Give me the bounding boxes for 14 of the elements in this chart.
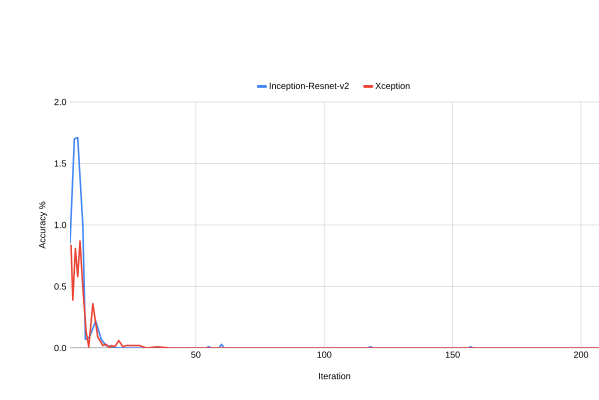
y-tick-label: 1.5: [54, 160, 66, 167]
y-tick-label: 0.5: [54, 283, 66, 290]
x-tick-label: 50: [191, 352, 200, 358]
legend-label: Xception: [375, 82, 410, 91]
y-tick-label: 0.0: [54, 344, 66, 352]
x-tick-label: 100: [317, 352, 332, 358]
x-tick-label: 150: [446, 352, 460, 358]
y-tick-label: 1.0: [54, 222, 66, 228]
x-axis-title: Iteration: [319, 372, 350, 380]
y-axis-title: Accuracy %: [39, 202, 48, 249]
x-tick-label: 200: [574, 352, 588, 358]
line-series: [70, 240, 599, 348]
legend-label: Inception-Resnet-v2: [270, 82, 349, 91]
y-tick-label: 2.0: [54, 98, 66, 106]
